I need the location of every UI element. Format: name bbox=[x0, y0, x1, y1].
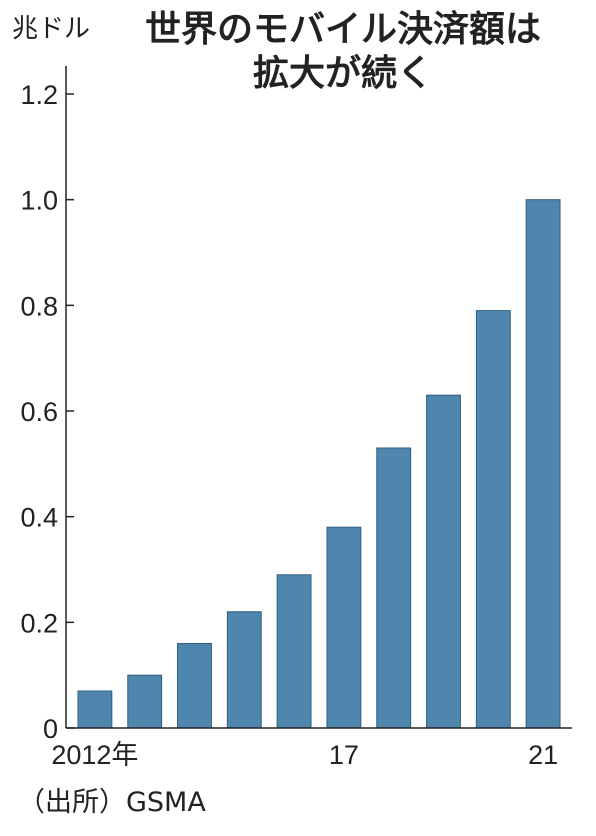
bar bbox=[77, 690, 113, 729]
y-tick-label: 0.2 bbox=[20, 608, 58, 638]
bars-group bbox=[77, 199, 561, 729]
y-tick-label: 0.6 bbox=[20, 397, 58, 427]
y-tick-label: 0 bbox=[43, 714, 58, 744]
chart-title-line-2: 拡大が続く bbox=[252, 53, 433, 94]
chart-title-line-1: 世界のモバイル決済額は bbox=[144, 9, 541, 50]
chart-title: 世界のモバイル決済額は 拡大が続く bbox=[108, 8, 578, 96]
y-tick-label: 0.8 bbox=[20, 291, 58, 321]
y-axis: 0 0.2 0.4 0.6 0.8 1.0 1.2 bbox=[20, 66, 74, 744]
x-tick-label: 21 bbox=[528, 740, 558, 770]
bar bbox=[276, 574, 312, 729]
y-tick-label: 1.0 bbox=[20, 186, 58, 216]
y-tick-label: 1.2 bbox=[20, 80, 58, 110]
x-tick-label: 2012年 bbox=[51, 740, 138, 770]
bar bbox=[525, 199, 561, 729]
source-note: （出所）GSMA bbox=[18, 787, 206, 818]
bar bbox=[127, 674, 163, 729]
x-tick-label: 17 bbox=[329, 740, 359, 770]
bar bbox=[475, 310, 511, 729]
bar bbox=[376, 447, 412, 729]
bar bbox=[226, 611, 262, 729]
y-tick-label: 0.4 bbox=[20, 503, 58, 533]
bar bbox=[326, 526, 362, 729]
y-axis-unit-label: 兆ドル bbox=[12, 14, 91, 44]
bar bbox=[177, 642, 212, 729]
x-axis: 2012年 17 21 bbox=[51, 727, 572, 770]
bar bbox=[426, 394, 461, 729]
